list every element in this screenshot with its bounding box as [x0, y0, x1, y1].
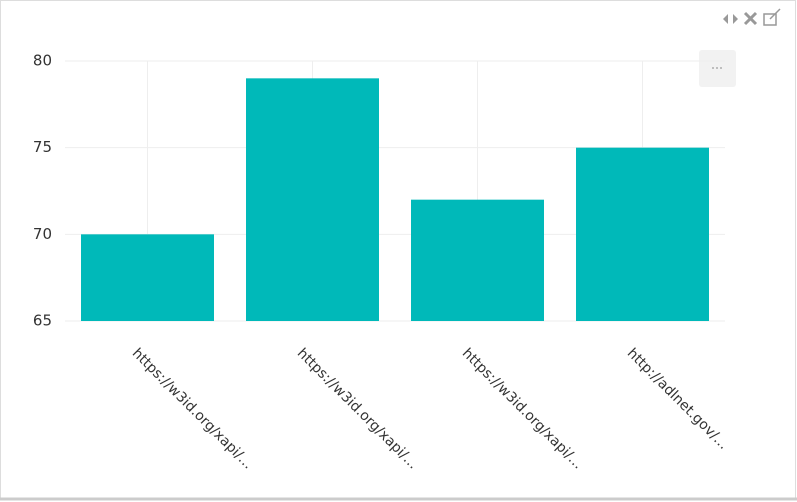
y-tick-label: 65 — [33, 312, 52, 330]
y-tick-label: 80 — [33, 52, 52, 70]
edit-icon[interactable] — [763, 8, 781, 26]
menu-button[interactable] — [699, 50, 736, 87]
bar — [411, 199, 544, 321]
y-tick-label: 70 — [33, 225, 52, 243]
bar — [81, 234, 214, 321]
y-tick-label: 75 — [33, 138, 52, 156]
resize-icon[interactable] — [723, 14, 738, 24]
close-icon[interactable] — [743, 11, 758, 26]
bar — [576, 147, 709, 321]
bar — [246, 78, 379, 321]
